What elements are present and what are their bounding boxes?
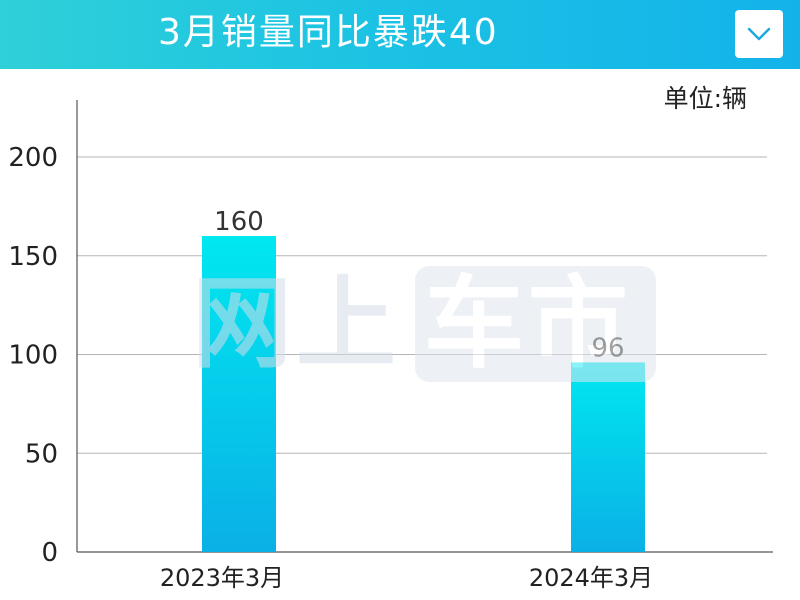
y-tick-label: 0 bbox=[41, 538, 58, 568]
x-tick-label: 2023年3月 bbox=[160, 564, 284, 592]
data-label: 96 bbox=[591, 333, 624, 363]
header-bar: 3月销量同比暴跌40 bbox=[0, 0, 800, 69]
bar bbox=[571, 362, 645, 552]
grid-lines bbox=[77, 156, 767, 454]
y-tick-label: 100 bbox=[8, 341, 58, 371]
data-label: 160 bbox=[214, 207, 264, 237]
unit-label: 单位:辆 bbox=[663, 84, 747, 113]
y-tick-label: 200 bbox=[8, 143, 58, 173]
y-tick-label: 150 bbox=[8, 242, 58, 272]
page-title: 3月销量同比暴跌40 bbox=[158, 12, 499, 53]
bar bbox=[202, 236, 276, 552]
dropdown-button[interactable] bbox=[735, 10, 783, 58]
y-tick-labels: 0 50 100 150 200 bbox=[8, 143, 58, 568]
x-tick-label: 2024年3月 bbox=[529, 564, 653, 592]
x-tick-labels: 2023年3月 2024年3月 bbox=[160, 564, 653, 592]
bars bbox=[202, 236, 645, 552]
chevron-down-icon bbox=[747, 27, 771, 41]
y-tick-label: 50 bbox=[25, 439, 58, 469]
axes bbox=[76, 100, 773, 553]
